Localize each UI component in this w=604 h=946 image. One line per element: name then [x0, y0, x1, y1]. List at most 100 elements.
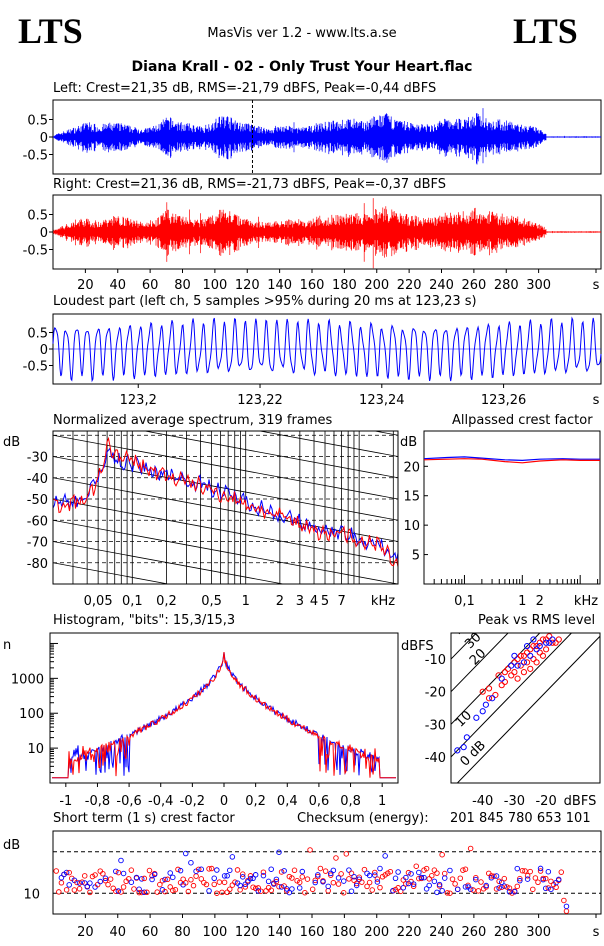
- left_waveform-ytick-label: -0.5: [23, 149, 48, 164]
- crest-point-right: [374, 876, 381, 882]
- crest-point-left: [454, 886, 461, 893]
- avg_spectrum-ylabel: dB: [3, 435, 20, 450]
- crest-point-right: [289, 875, 295, 881]
- spectrum-slope-line: [53, 562, 171, 584]
- crest-point-left: [382, 853, 388, 859]
- avg_spectrum-xtick-label: 0,2: [156, 594, 177, 609]
- histogram-xtick-label: 0: [220, 794, 228, 809]
- peak-rms-diagonal: [451, 633, 573, 758]
- crest-point-right: [234, 867, 241, 873]
- crest-point-left: [252, 872, 259, 878]
- crest-point-left: [320, 879, 326, 885]
- crest-point-right: [330, 879, 337, 886]
- crest-point-right: [76, 886, 83, 892]
- left-waveform-chart: 0.5 0 -0.5: [23, 99, 602, 175]
- crest-point-left: [239, 874, 246, 880]
- peak-rms-point-left: [546, 639, 553, 646]
- short_term_crest-xtick-label: 140: [267, 925, 292, 940]
- peak-rms-point-left: [508, 662, 515, 669]
- crest-point-left: [436, 881, 443, 888]
- brand-logo-right: LTS: [513, 11, 578, 51]
- crest-point-left: [548, 886, 554, 893]
- crest-point-left: [493, 873, 500, 879]
- crest-point-right: [92, 872, 98, 878]
- crest-point-right: [361, 866, 368, 873]
- app-title: MasVis ver 1.2 - www.lts.a.se: [207, 26, 397, 41]
- crest-point-right: [164, 876, 171, 883]
- loudest_part-ytick-label: 0.5: [27, 327, 48, 342]
- peak-rms-point-right: [533, 642, 540, 650]
- spectrum-title: Normalized average spectrum, 319 frames: [53, 413, 333, 428]
- crest-point-left: [113, 868, 119, 875]
- peak-rms-point-right: [536, 639, 543, 646]
- crest-point-right: [444, 890, 451, 896]
- peak-rms-point-right: [495, 672, 502, 679]
- crest-point-right: [276, 883, 282, 890]
- crest-point-left: [167, 870, 173, 876]
- peak-rms-point-right: [485, 695, 493, 702]
- peak-rms-point-right: [536, 649, 543, 656]
- peak_vs_rms-xtick-label: -40: [472, 794, 493, 809]
- avg_spectrum-xtick-label: 0,05: [84, 594, 113, 609]
- crest-point-left: [149, 876, 155, 883]
- crest-point-right: [203, 881, 210, 888]
- short_term_crest-xtick-label: 220: [397, 925, 422, 940]
- histogram-series-right: [52, 651, 396, 779]
- crest-point-left: [170, 874, 176, 881]
- crest-point-left: [276, 849, 282, 855]
- peak_vs_rms-xtick-label: -30: [504, 794, 525, 809]
- crest-point-right: [431, 867, 438, 873]
- allpassed_crest-xtick-label: 0,1: [454, 594, 475, 609]
- crest-point-right: [359, 879, 365, 885]
- right_waveform-xtick-label: 120: [235, 278, 260, 293]
- crest-point-right: [193, 873, 199, 879]
- crest-point-left: [418, 874, 425, 881]
- crest-point-left: [410, 881, 417, 887]
- crest-point-left: [214, 867, 220, 873]
- short_term_crest-xtick-label: 240: [429, 925, 454, 940]
- crest-point-right: [558, 869, 565, 875]
- crest-point-right: [506, 885, 513, 891]
- crest-point-right: [395, 885, 401, 891]
- checksum-value: 201 845 780 653 101: [450, 811, 591, 826]
- short_term_crest-xtick-label: 280: [494, 925, 519, 940]
- crest-point-left: [511, 889, 518, 895]
- crest-point-right: [473, 874, 479, 881]
- crest-point-left: [473, 876, 479, 883]
- crest-point-right: [144, 889, 150, 896]
- crest-point-right: [429, 872, 435, 879]
- histogram-xtick-label: 0,8: [340, 794, 361, 809]
- crest-point-right: [462, 866, 469, 872]
- right_waveform-ytick-label: 0.5: [27, 209, 48, 224]
- left_waveform-ytick-label: 0: [40, 131, 48, 146]
- allpassed_crest-ytick-label: 15: [403, 490, 420, 505]
- right_waveform-xtick-label: 200: [364, 278, 389, 293]
- crest-point-right: [296, 879, 303, 886]
- crest-point-left: [66, 882, 72, 888]
- peak-rms-point-right: [508, 672, 515, 679]
- crest-point-right: [105, 881, 111, 888]
- loudest_part-xtick-label: 123,2: [120, 393, 157, 408]
- crest-point-left: [372, 872, 378, 878]
- peak-rms-point-left: [460, 744, 467, 751]
- peak_vs_rms-xtick-label: -20: [535, 794, 556, 809]
- spectrum-series-left: [53, 447, 398, 561]
- crest-point-right: [377, 884, 383, 891]
- crest-point-left: [348, 888, 355, 894]
- peak-rms-point-right: [517, 662, 524, 669]
- crest-point-left: [416, 869, 422, 876]
- avg_spectrum-ytick-label: -80: [27, 557, 48, 572]
- right_waveform-xtick-label: 60: [142, 278, 159, 293]
- crest-point-right: [242, 884, 249, 890]
- peak-rms-point-left: [527, 652, 534, 659]
- crest-point-right: [71, 887, 78, 893]
- crest-point-right: [563, 908, 570, 914]
- crest-point-left: [206, 888, 212, 894]
- crest-point-left: [237, 882, 243, 889]
- crest-point-right: [278, 869, 285, 875]
- crest-point-right: [53, 868, 59, 874]
- allpassed-crest-chart: dB 20 15 10 5 0,1 1 2 kHz: [400, 430, 601, 609]
- crest-point-right: [457, 875, 464, 881]
- peak-rms-point-right: [511, 659, 518, 666]
- crest-point-right: [120, 884, 127, 890]
